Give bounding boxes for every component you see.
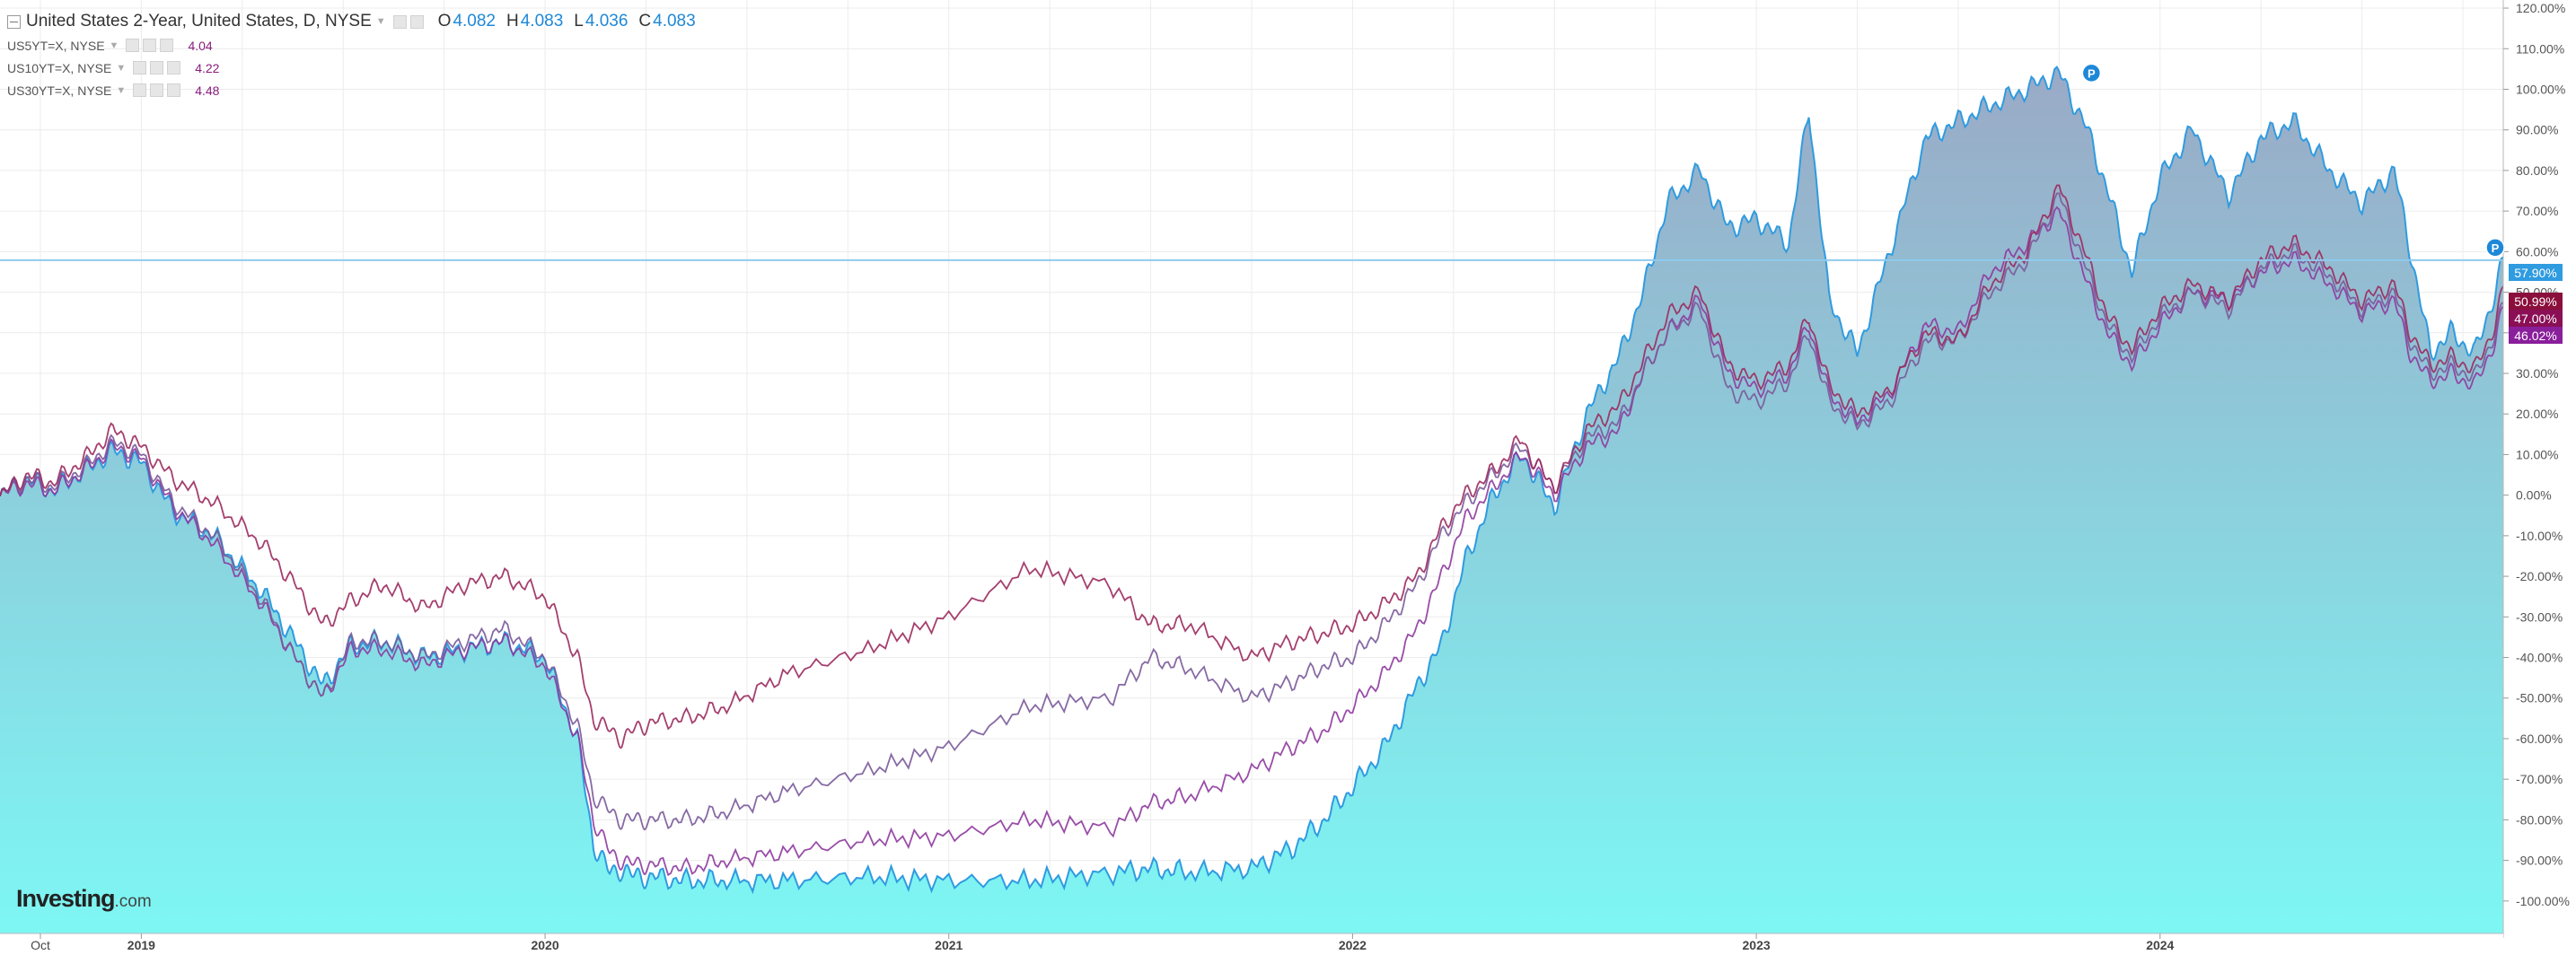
open-value: 4.082 [453,12,496,31]
price-tick-label: -50.00% [2516,691,2563,705]
price-tick-label: -100.00% [2516,894,2570,908]
close-value: 4.083 [653,12,696,31]
high-label: H [506,12,519,31]
last-value-badge [2509,293,2563,310]
hide-icon[interactable] [143,39,157,52]
last-value-badge [2509,327,2563,344]
time-tick-label: 2023 [1743,938,1771,952]
price-tick-label: 90.00% [2516,123,2558,137]
chevron-down-icon[interactable]: ▼ [375,16,386,27]
last-value-badge [2509,310,2563,327]
logo-suffix: .com [114,892,152,911]
high-value: 4.083 [520,12,564,31]
legend-compare-row: US5YT=X, NYSE ▼ 4.04 [7,34,696,57]
price-tick-label: 80.00% [2516,163,2558,178]
close-icon[interactable] [160,39,174,52]
compare-symbol: US10YT=X, NYSE [7,60,112,75]
legend-compare-row: US10YT=X, NYSE ▼ 4.22 [7,57,696,79]
last-value-text: 50.99% [2514,294,2556,309]
price-tick-label: -60.00% [2516,732,2563,746]
chevron-down-icon[interactable]: ▼ [116,84,127,96]
time-tick-label: 2024 [2146,938,2174,952]
hide-icon[interactable] [150,61,164,74]
close-icon[interactable] [167,83,181,97]
p-marker-label: P [2492,241,2500,255]
chevron-down-icon[interactable]: ▼ [116,62,127,74]
settings-icon[interactable] [133,61,147,74]
time-tick-label: 2020 [531,938,558,952]
price-tick-label: 10.00% [2516,447,2558,461]
compare-value: 4.04 [188,38,213,53]
price-tick-label: 100.00% [2516,82,2565,96]
last-value-text: 47.00% [2514,311,2556,326]
time-axis-bg [0,933,2503,955]
last-value-text: 57.90% [2514,266,2556,280]
time-tick-label: 2022 [1339,938,1367,952]
collapse-icon[interactable] [7,14,21,29]
legend-compare-row: US30YT=X, NYSE ▼ 4.48 [7,79,696,101]
price-tick-label: -30.00% [2516,609,2563,624]
settings-icon[interactable] [126,39,140,52]
price-tick-label: 0.00% [2516,488,2552,503]
price-tick-label: -80.00% [2516,812,2563,827]
compare-value: 4.22 [195,60,220,75]
p-marker [2081,63,2102,83]
price-tick-label: -70.00% [2516,772,2563,786]
series-line [0,206,2504,877]
hide-icon[interactable] [150,83,164,97]
p-marker [2485,238,2505,258]
last-value-text: 46.02% [2514,329,2556,343]
last-value-badge [2509,264,2563,281]
legend: United States 2-Year, United States, D, … [7,9,696,101]
price-tick-label: 30.00% [2516,366,2558,381]
price-tick-label: 110.00% [2516,41,2564,56]
time-tick-label: Oct [31,938,50,952]
price-axis[interactable]: 120.00% 110.00% 100.00% 90.00% 80.00% 70.00% 6… [2502,0,2576,955]
close-icon[interactable] [167,61,181,74]
series-line [0,192,2504,831]
main-symbol: United States 2-Year, United States, D, … [26,12,372,31]
line-series [0,184,2504,877]
legend-main-row: United States 2-Year, United States, D, … [7,9,696,34]
price-tick-label: 60.00% [2516,244,2558,258]
price-tick-label: -10.00% [2516,529,2563,543]
time-tick-label: 2019 [127,938,155,952]
price-tick-label: 70.00% [2516,204,2558,218]
markers: PP [2081,63,2505,258]
time-axis[interactable]: Oct 2019 2020 2021 2022 2023 2024 [0,933,2503,955]
price-axis-bg [2503,0,2576,955]
price-tick-label: 20.00% [2516,407,2558,421]
low-value: 4.036 [585,12,629,31]
price-tick-label: 120.00% [2516,1,2565,15]
series-line [0,184,2504,749]
investing-logo: Investing.com [16,885,152,913]
hide-icon[interactable] [409,14,424,29]
price-tick-label: -20.00% [2516,569,2563,583]
chevron-down-icon[interactable]: ▼ [109,39,119,51]
compare-symbol: US5YT=X, NYSE [7,38,105,53]
p-marker-label: P [2088,66,2096,80]
low-label: L [574,12,584,31]
time-tick-label: 2021 [935,938,963,952]
settings-icon[interactable] [133,83,147,97]
price-tick-label: -40.00% [2516,651,2563,665]
settings-icon[interactable] [392,14,407,29]
compare-value: 4.48 [195,83,220,98]
compare-symbol: US30YT=X, NYSE [7,83,112,98]
close-label: C [638,12,652,31]
last-value-labels: 57.90% 50.99% 47.00% 46.02% [2509,264,2563,344]
logo-brand: Investing [16,885,116,912]
price-tick-label: -90.00% [2516,854,2563,868]
open-label: O [437,12,452,31]
